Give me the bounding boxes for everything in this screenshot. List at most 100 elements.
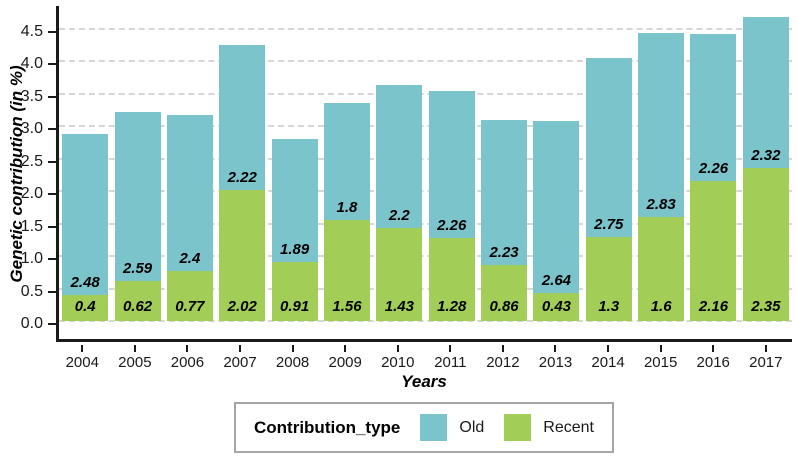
x-tick-mark bbox=[501, 345, 504, 352]
bar-segment-old bbox=[62, 133, 109, 295]
bar-label-old: 2.83 bbox=[646, 196, 676, 213]
gridline bbox=[59, 125, 792, 127]
bar-label-recent: 2.35 bbox=[751, 298, 781, 315]
x-tick-label: 2014 bbox=[591, 354, 625, 371]
bar-label-old: 2.59 bbox=[122, 259, 153, 277]
bar-segment-recent bbox=[376, 228, 423, 321]
x-tick-label: 2017 bbox=[749, 354, 783, 371]
bar-cell: 1.89 0.91 bbox=[268, 6, 320, 339]
x-tick-mark bbox=[239, 345, 242, 352]
x-tick-label: 2007 bbox=[223, 354, 257, 371]
bar-label-old: 2.26 bbox=[437, 216, 467, 234]
x-tick-mark bbox=[81, 345, 84, 352]
bar-cell: 2.23 0.86 bbox=[478, 6, 530, 339]
bar-label-recent: 2.16 bbox=[698, 298, 729, 315]
bar-cell: 2.26 1.28 bbox=[426, 6, 478, 339]
bar-label-old: 2.4 bbox=[179, 249, 201, 267]
x-tick: 2011 bbox=[424, 345, 477, 370]
x-tick-mark bbox=[764, 345, 767, 352]
x-tick: 2004 bbox=[56, 345, 109, 370]
bar-segment-old bbox=[114, 112, 161, 281]
bar-label-old: 1.8 bbox=[336, 198, 358, 216]
bar bbox=[219, 45, 266, 321]
bar-label-recent: 1.3 bbox=[598, 298, 620, 315]
bars-layer: 2.48 0.4 2.59 0.62 2.4 0.77 2.22 2.02 1.89 0.91 1.… bbox=[59, 6, 792, 339]
x-tick: 2008 bbox=[266, 345, 319, 370]
bar-label-recent: 1.43 bbox=[384, 298, 414, 315]
bar-segment-old bbox=[219, 45, 266, 190]
bar-label-old: 2.23 bbox=[489, 244, 519, 262]
legend-title: Contribution_type bbox=[254, 417, 401, 437]
x-tick-mark bbox=[554, 345, 557, 352]
bar-label-recent: 1.28 bbox=[437, 298, 467, 315]
x-tick-mark bbox=[133, 345, 136, 352]
legend-entry-old: Old bbox=[420, 414, 484, 441]
bar bbox=[585, 57, 632, 321]
y-tick-label: 0.0 bbox=[20, 315, 43, 332]
y-tick-label: 1.0 bbox=[20, 250, 43, 267]
gridline bbox=[59, 60, 792, 62]
x-tick-mark bbox=[291, 345, 294, 352]
x-tick-mark bbox=[186, 345, 189, 352]
x-tick-label: 2016 bbox=[696, 354, 730, 371]
bar bbox=[690, 33, 737, 321]
y-tick-label: 4.5 bbox=[20, 22, 43, 40]
x-tick: 2014 bbox=[582, 345, 635, 370]
x-tick: 2013 bbox=[529, 345, 582, 370]
bar-cell: 2.48 0.4 bbox=[59, 6, 111, 339]
legend-label-recent: Recent bbox=[543, 418, 594, 436]
x-tick: 2017 bbox=[740, 345, 793, 370]
y-tick-mark bbox=[48, 225, 56, 228]
x-tick-label: 2015 bbox=[643, 354, 678, 371]
gridline bbox=[59, 92, 792, 95]
y-tick-mark bbox=[48, 258, 56, 260]
x-tick: 2005 bbox=[109, 345, 162, 370]
x-tick-label: 2010 bbox=[381, 354, 415, 371]
y-tick-mark bbox=[48, 63, 56, 65]
bar bbox=[533, 121, 580, 321]
bar-cell: 2.59 0.62 bbox=[111, 6, 163, 339]
gridline bbox=[59, 255, 792, 257]
bar-segment-old bbox=[690, 33, 737, 181]
bar bbox=[166, 114, 213, 321]
bar-segment-recent bbox=[62, 295, 109, 321]
x-tick-label: 2004 bbox=[65, 354, 99, 371]
bar-label-recent: 0.4 bbox=[74, 298, 96, 315]
bar-segment-recent bbox=[114, 280, 161, 321]
x-tick: 2015 bbox=[634, 345, 687, 370]
x-tick: 2007 bbox=[214, 345, 267, 370]
bar-segment-recent bbox=[690, 180, 737, 321]
bar-segment-recent bbox=[219, 189, 266, 321]
bar-segment-old bbox=[742, 17, 789, 169]
bar-segment-old bbox=[271, 139, 318, 262]
bar bbox=[481, 120, 528, 321]
bar-segment-recent bbox=[585, 236, 632, 321]
bar-cell: 2.26 2.16 bbox=[687, 6, 739, 339]
bar-segment-recent bbox=[533, 293, 580, 321]
gridline bbox=[59, 222, 792, 225]
bar-label-old: 2.32 bbox=[751, 147, 781, 165]
y-axis-ticks: 0.0 0.5 1.0 1.5 2.0 2.5 3.0 3.5 4.0 4.5 bbox=[0, 6, 56, 342]
bar-label-recent: 1.6 bbox=[650, 298, 672, 315]
bar-segment-old bbox=[428, 90, 475, 238]
bar-label-recent: 0.43 bbox=[541, 298, 572, 315]
plot-panel: 2.48 0.4 2.59 0.62 2.4 0.77 2.22 2.02 1.89 0.91 1.… bbox=[56, 6, 792, 342]
bar-label-old: 2.26 bbox=[698, 159, 729, 177]
y-tick-mark bbox=[48, 30, 56, 33]
legend-entry-recent: Recent bbox=[504, 414, 594, 441]
x-tick-label: 2008 bbox=[275, 354, 310, 371]
y-tick-label: 1.5 bbox=[20, 217, 43, 235]
y-tick-label: 3.0 bbox=[20, 120, 43, 137]
bar-label-recent: 0.77 bbox=[175, 298, 205, 315]
bar-label-recent: 0.62 bbox=[122, 298, 153, 315]
x-tick-label: 2009 bbox=[328, 354, 362, 371]
y-tick-label: 3.5 bbox=[20, 87, 43, 105]
bar-segment-recent bbox=[323, 219, 370, 321]
x-tick-mark bbox=[449, 345, 452, 352]
x-tick-label: 2005 bbox=[118, 354, 152, 371]
y-tick-label: 0.5 bbox=[20, 282, 43, 300]
bar-label-recent: 0.86 bbox=[489, 298, 519, 315]
bar-segment-recent bbox=[428, 237, 475, 321]
bar-segment-old bbox=[533, 121, 580, 294]
gridline bbox=[59, 287, 792, 290]
